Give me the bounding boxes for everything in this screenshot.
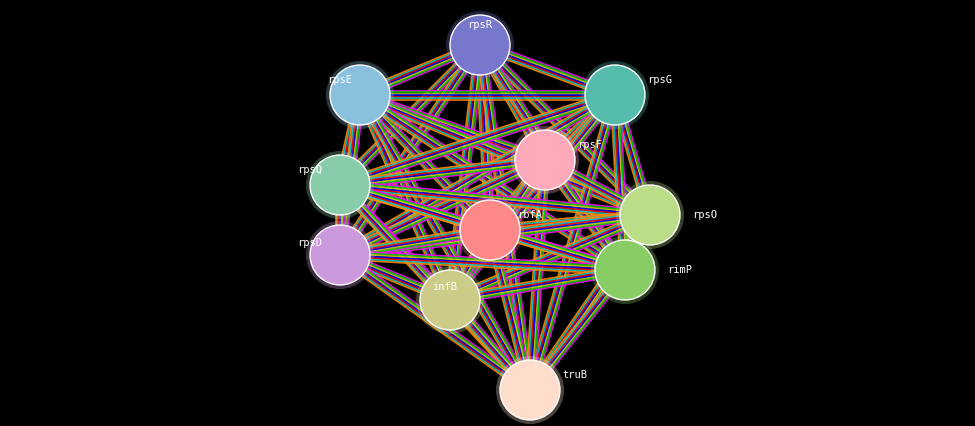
Circle shape — [450, 15, 510, 75]
Text: infB: infB — [433, 282, 457, 292]
Text: rimP: rimP — [668, 265, 692, 275]
Circle shape — [511, 126, 579, 194]
Text: rpsR: rpsR — [467, 20, 492, 30]
Circle shape — [496, 356, 564, 424]
Circle shape — [306, 221, 374, 289]
Circle shape — [616, 181, 684, 249]
Circle shape — [515, 130, 575, 190]
Circle shape — [310, 155, 370, 215]
Circle shape — [585, 65, 645, 125]
Circle shape — [456, 196, 524, 264]
Circle shape — [330, 65, 390, 125]
Text: rpsO: rpsO — [692, 210, 718, 220]
Circle shape — [416, 266, 484, 334]
Circle shape — [500, 360, 560, 420]
Text: rpsD: rpsD — [297, 238, 323, 248]
Text: rpsG: rpsG — [647, 75, 673, 85]
Text: rpsF: rpsF — [577, 140, 603, 150]
Circle shape — [310, 225, 370, 285]
Circle shape — [620, 185, 680, 245]
Circle shape — [460, 200, 520, 260]
Circle shape — [581, 61, 649, 129]
Circle shape — [420, 270, 480, 330]
Circle shape — [306, 151, 374, 219]
Circle shape — [446, 11, 514, 79]
Text: rbfA: rbfA — [518, 210, 542, 220]
Circle shape — [591, 236, 659, 304]
Text: rpsE: rpsE — [328, 75, 353, 85]
Circle shape — [595, 240, 655, 300]
Circle shape — [326, 61, 394, 129]
Text: truB: truB — [563, 370, 588, 380]
Text: rpsQ: rpsQ — [297, 165, 323, 175]
